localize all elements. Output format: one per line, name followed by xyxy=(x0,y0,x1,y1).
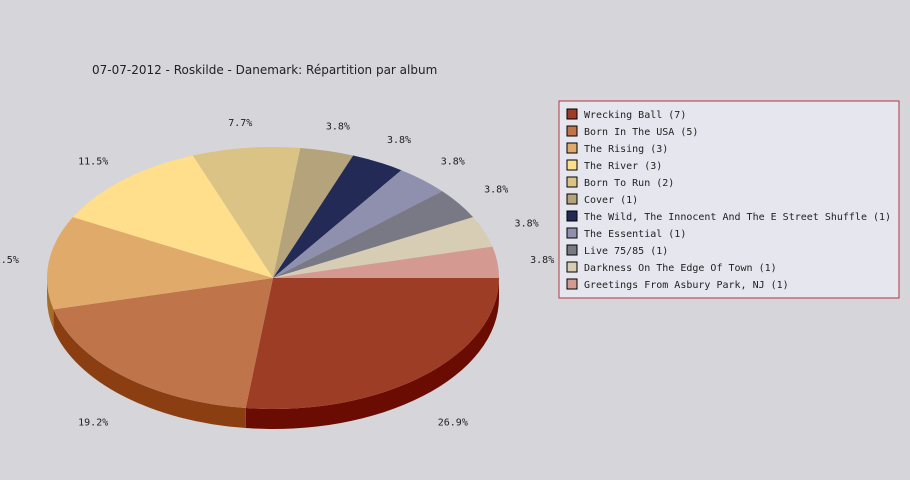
legend-swatch-0 xyxy=(566,108,578,120)
pie-percent-label-1: 19.2% xyxy=(78,418,108,429)
pie-slice-2 xyxy=(47,217,273,310)
pie-percent-label-8: 3.8% xyxy=(484,185,508,196)
pie-percent-labels: 26.9% 19.2% 11.5% 11.5% 7.7% 3.8% 3.8% 3.8% 3.8%… xyxy=(0,118,554,429)
pie-percent-label-9: 3.8% xyxy=(515,218,539,229)
legend-swatch-7 xyxy=(566,227,578,239)
legend-swatch-10 xyxy=(566,278,578,290)
pie-slice-4 xyxy=(192,147,301,278)
pie-percent-label-2: 11.5% xyxy=(0,255,19,266)
legend-swatch-8 xyxy=(566,244,578,256)
pie-slice-6 xyxy=(273,155,402,278)
legend-entry-1: Born In The USA (5) xyxy=(584,127,698,138)
pie-slice-9 xyxy=(273,217,493,278)
legend-entry-4: Born To Run (2) xyxy=(584,178,674,189)
legend-entry-3: The River (3) xyxy=(584,161,662,172)
pie-slice-0 xyxy=(245,278,499,409)
pie-3d-sides xyxy=(47,278,499,430)
pie-slice-1 xyxy=(53,278,273,409)
pie-slices xyxy=(47,147,499,409)
chart-title: 07-07-2012 - Roskilde - Danemark: Répart… xyxy=(92,63,437,77)
legend-swatch-6 xyxy=(566,210,578,222)
pie-percent-label-0: 26.9% xyxy=(438,418,468,429)
legend-entry-5: Cover (1) xyxy=(584,195,638,206)
pie-side-0 xyxy=(245,278,499,430)
legend: Wrecking Ball (7) Born In The USA (5) The … xyxy=(558,100,900,299)
legend-swatch-1 xyxy=(566,125,578,137)
legend-entry-6: The Wild, The Innocent And The E Street … xyxy=(584,212,891,223)
pie-percent-label-3: 11.5% xyxy=(78,156,108,167)
pie-side-1 xyxy=(53,309,246,429)
legend-entry-9: Darkness On The Edge Of Town (1) xyxy=(584,263,777,274)
pie-percent-label-4: 7.7% xyxy=(228,118,252,129)
pie-side-2 xyxy=(47,278,54,330)
pie-percent-label-6: 3.8% xyxy=(387,135,411,146)
pie-slice-3 xyxy=(72,155,274,278)
legend-entry-2: The Rising (3) xyxy=(584,144,668,155)
legend-swatch-3 xyxy=(566,159,578,171)
legend-swatch-9 xyxy=(566,261,578,273)
pie-slice-5 xyxy=(273,147,354,278)
pie-percent-label-5: 3.8% xyxy=(326,121,350,132)
legend-swatch-5 xyxy=(566,193,578,205)
legend-entry-8: Live 75/85 (1) xyxy=(584,246,668,257)
pie-percent-label-10: 3.8% xyxy=(530,255,554,266)
legend-swatch-4 xyxy=(566,176,578,188)
legend-box xyxy=(558,100,900,299)
pie-slice-8 xyxy=(273,191,474,278)
legend-swatch-2 xyxy=(566,142,578,154)
pie-slice-7 xyxy=(273,170,443,278)
legend-entry-7: The Essential (1) xyxy=(584,229,686,240)
legend-entry-10: Greetings From Asbury Park, NJ (1) xyxy=(584,280,789,291)
pie-slice-10 xyxy=(273,246,499,278)
legend-entry-0: Wrecking Ball (7) xyxy=(584,110,686,121)
pie-percent-label-7: 3.8% xyxy=(441,156,465,167)
